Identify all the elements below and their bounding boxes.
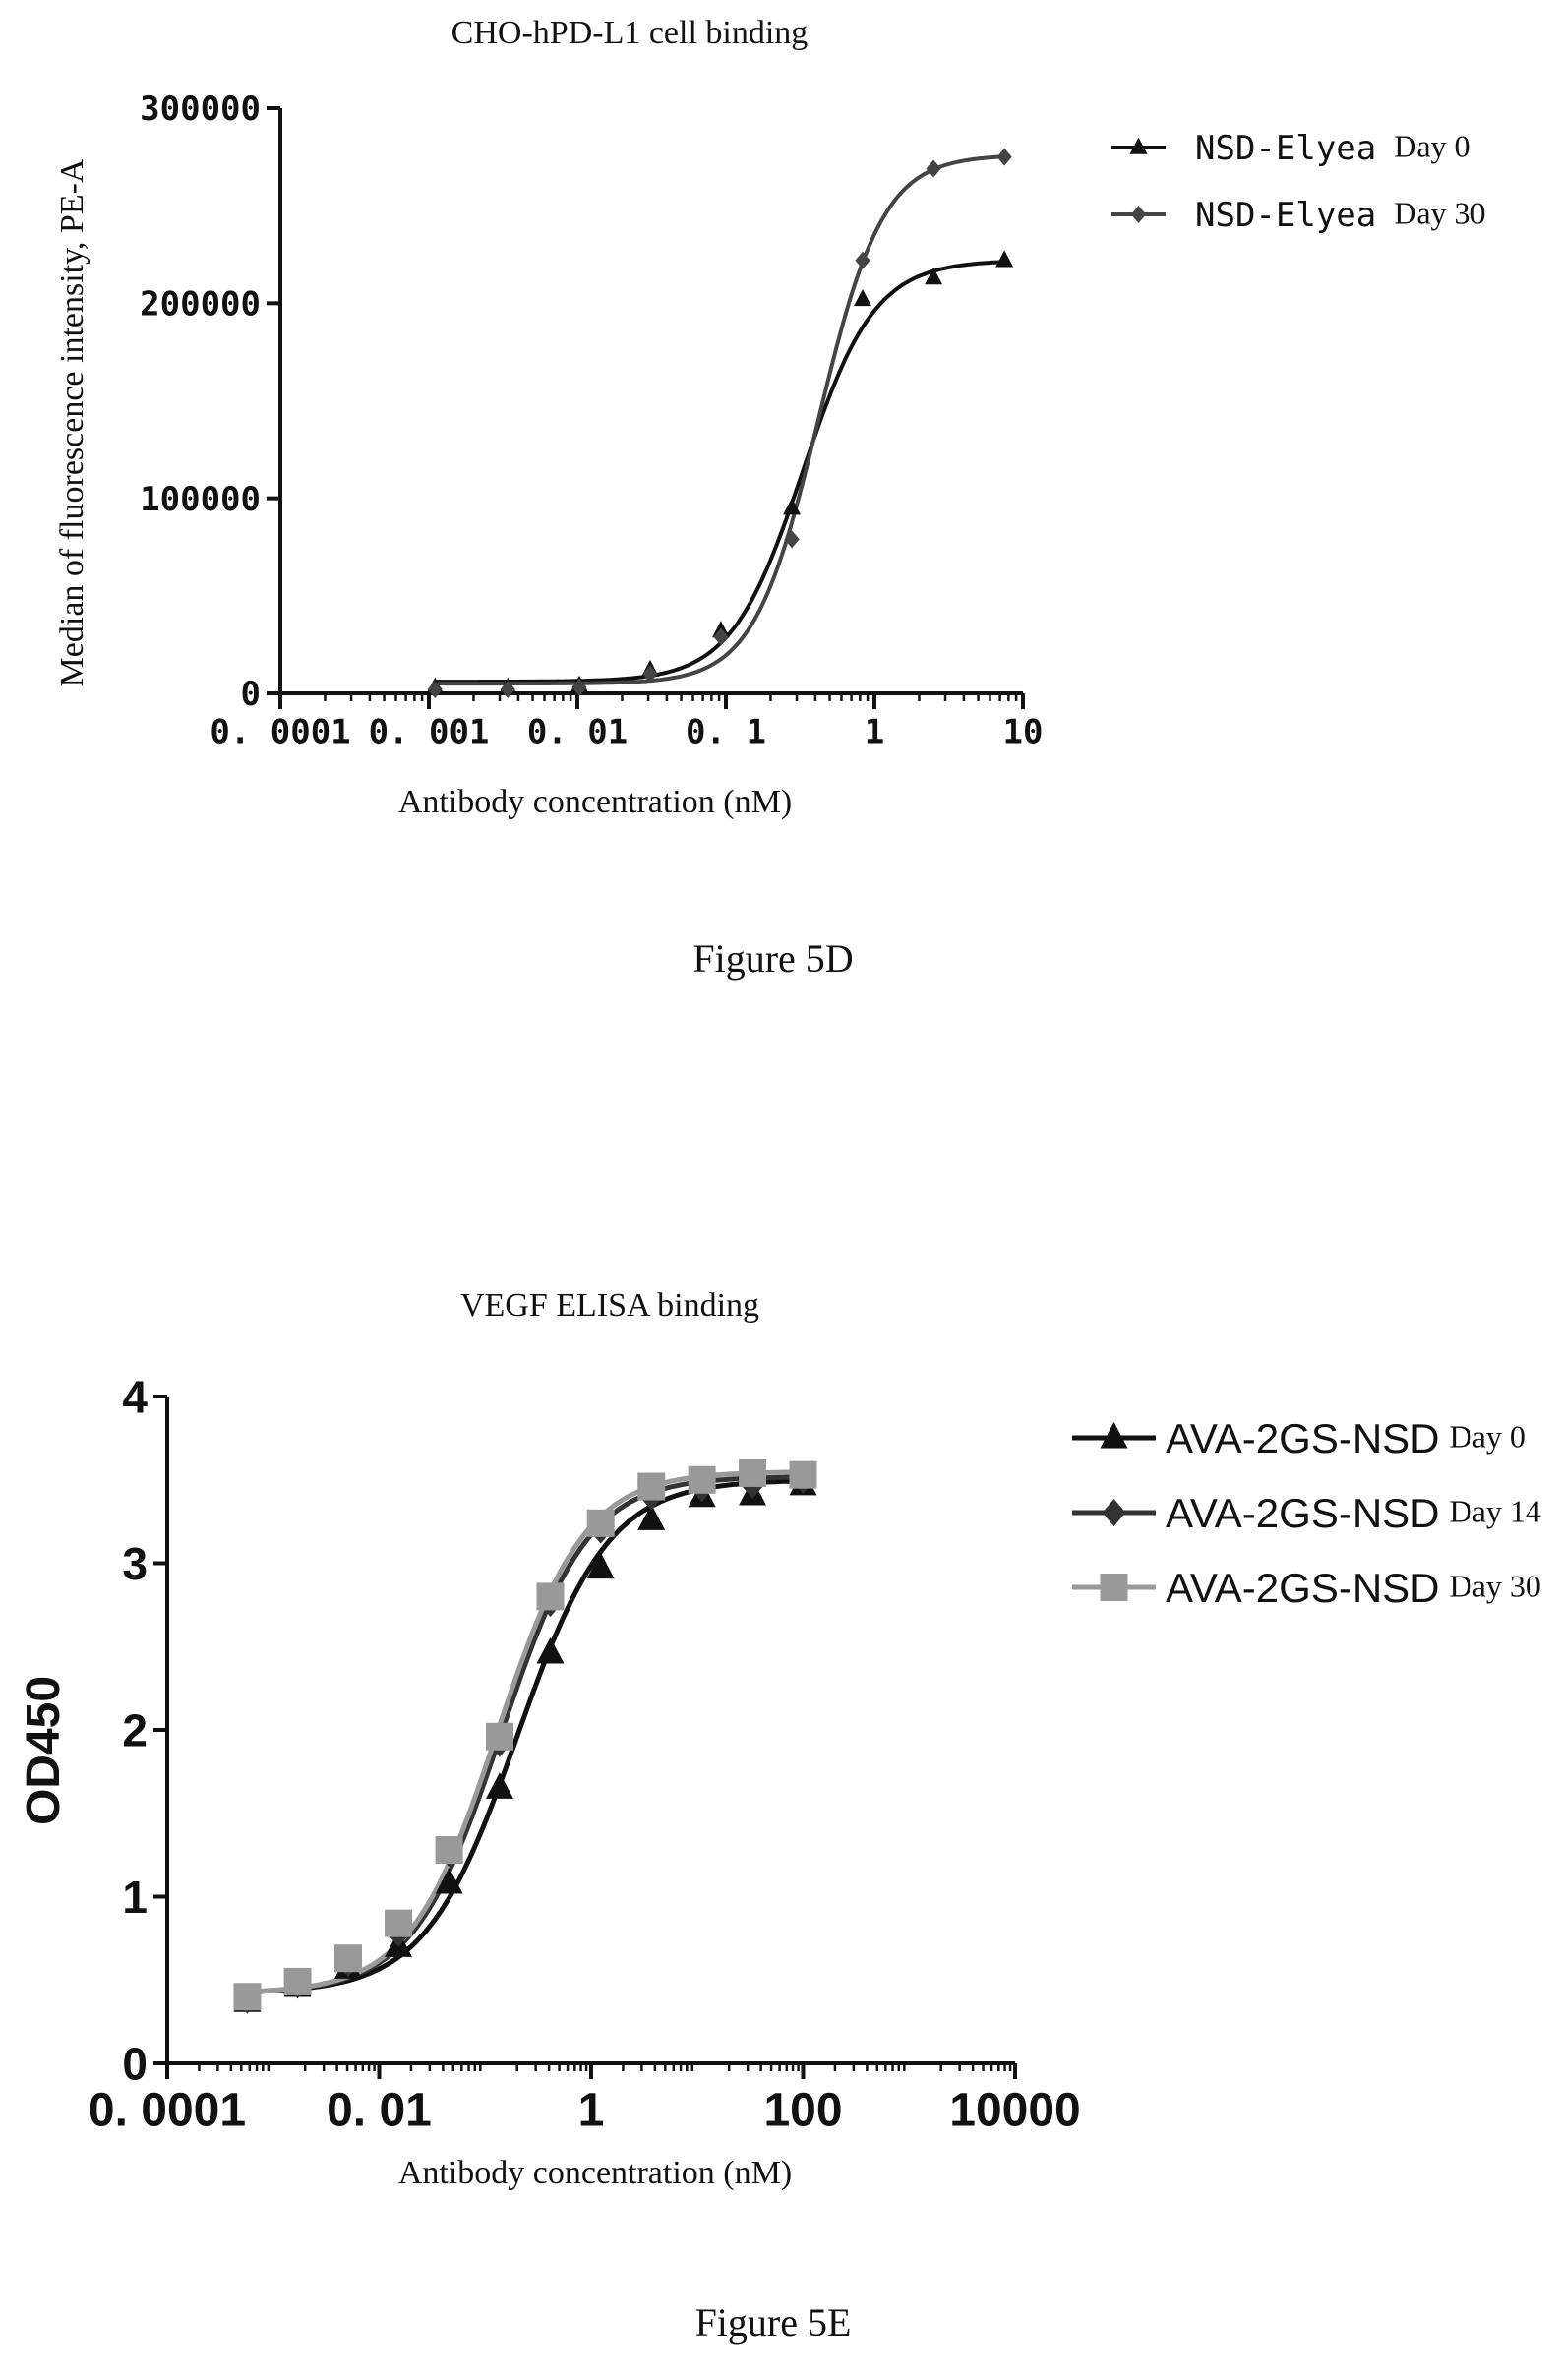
x-tick-label: 1 xyxy=(865,712,884,751)
chart-title: CHO-hPD-L1 cell binding xyxy=(451,15,809,51)
data-point xyxy=(586,1509,615,1537)
x-tick-label: 100 xyxy=(763,2085,842,2137)
data-markers xyxy=(426,148,1014,699)
data-point xyxy=(688,1465,716,1494)
data-point xyxy=(995,250,1014,268)
data-point xyxy=(586,1552,615,1579)
x-tick-label: 0. 1 xyxy=(686,712,766,751)
data-point xyxy=(385,1909,413,1937)
chart-title: VEGF ELISA binding xyxy=(460,1287,759,1324)
x-axis-label: Antibody concentration (nM) xyxy=(398,784,792,820)
data-point xyxy=(784,530,800,549)
legend-marker xyxy=(1130,206,1147,223)
legend-marker xyxy=(1100,1421,1128,1449)
data-point xyxy=(500,681,515,699)
data-point xyxy=(536,1582,565,1611)
y-axis-label: OD450 xyxy=(18,1676,70,1825)
y-tick-label: 0 xyxy=(241,675,261,714)
data-point xyxy=(789,1460,817,1489)
legend-series-name: AVA-2GS-NSD xyxy=(1166,1565,1440,1611)
y-tick-label: 2 xyxy=(122,1705,148,1756)
legend: AVA-2GS-NSD Day 0 AVA-2GS-NSD Day 14 AVA-2GS… xyxy=(1072,1415,1541,1611)
y-tick-label: 0 xyxy=(122,2039,148,2090)
data-point xyxy=(637,1472,666,1501)
x-tick-label: 0. 01 xyxy=(527,712,628,751)
x-tick-label: 10000 xyxy=(949,2085,1080,2137)
data-point xyxy=(854,289,872,307)
legend: NSD-Elyea Day 0 NSD-Elyea Day 30 xyxy=(1111,129,1486,235)
legend-marker xyxy=(1100,1574,1128,1601)
data-point xyxy=(926,159,941,178)
x-axis-label: Antibody concentration (nM) xyxy=(398,2155,792,2191)
data-point xyxy=(855,251,870,269)
fit-curves xyxy=(435,154,1005,686)
chart-figure-5d: CHO-hPD-L1 cell binding Median of fluore… xyxy=(54,15,1486,981)
y-tick-label: 300000 xyxy=(140,89,261,129)
fit-curve xyxy=(435,154,1005,686)
axes: 0 100000 200000 300000 0. 0001 0. 001 0. 01 0. … xyxy=(140,89,1043,751)
data-point xyxy=(485,1772,513,1799)
x-tick-label: 0. 001 xyxy=(369,712,490,751)
legend-series-day: Day 0 xyxy=(1450,1419,1526,1455)
data-point xyxy=(283,1967,312,1995)
data-point xyxy=(571,679,587,697)
fit-curve xyxy=(247,1474,804,1994)
fit-curves xyxy=(247,1469,804,1994)
data-point xyxy=(637,1504,666,1530)
data-point xyxy=(435,1867,463,1894)
legend-series-name: NSD-Elyea xyxy=(1195,196,1376,235)
legend-marker xyxy=(1129,137,1148,154)
data-point xyxy=(333,1944,362,1973)
x-tick-label: 1 xyxy=(578,2085,605,2137)
data-point xyxy=(536,1636,565,1664)
figure-caption: Figure 5D xyxy=(692,936,853,981)
legend-series-name: AVA-2GS-NSD xyxy=(1166,1415,1440,1461)
y-axis-label: Median of fluorescence intensity, PE-A xyxy=(54,158,90,686)
data-point xyxy=(435,1836,463,1865)
legend-series-name: NSD-Elyea xyxy=(1195,129,1376,168)
y-tick-label: 3 xyxy=(122,1538,148,1589)
y-tick-label: 100000 xyxy=(140,480,261,519)
x-tick-label: 10 xyxy=(1003,712,1044,751)
data-point xyxy=(233,1983,262,2011)
legend-series-day: Day 30 xyxy=(1394,196,1485,231)
x-tick-label: 0. 0001 xyxy=(210,712,350,751)
legend-series-name: AVA-2GS-NSD xyxy=(1166,1490,1440,1536)
legend-marker xyxy=(1102,1499,1126,1526)
legend-series-day: Day 30 xyxy=(1450,1569,1541,1604)
data-markers xyxy=(233,1458,817,2014)
axes: 0 1 2 3 4 0. 0001 0. 01 1 100 10000 xyxy=(89,1372,1081,2137)
data-point xyxy=(996,148,1012,166)
data-point xyxy=(642,665,658,684)
chart-figure-5e: VEGF ELISA binding OD450 Antibody concen… xyxy=(18,1287,1541,2345)
data-point xyxy=(427,681,443,699)
figure-caption: Figure 5E xyxy=(695,2300,852,2345)
fit-curve xyxy=(247,1469,804,1994)
y-tick-label: 1 xyxy=(122,1872,148,1923)
fit-curve xyxy=(247,1478,804,1994)
y-tick-label: 4 xyxy=(122,1372,148,1423)
legend-series-day: Day 14 xyxy=(1450,1494,1541,1529)
legend-series-day: Day 0 xyxy=(1394,129,1470,164)
data-point xyxy=(713,627,729,646)
x-tick-label: 0. 0001 xyxy=(89,2085,246,2137)
fit-curve xyxy=(435,260,1005,684)
y-tick-label: 200000 xyxy=(140,285,261,325)
data-point xyxy=(485,1722,513,1751)
data-point xyxy=(739,1458,767,1487)
data-point xyxy=(783,498,802,515)
x-tick-label: 0. 01 xyxy=(327,2085,432,2137)
data-point xyxy=(925,268,943,285)
